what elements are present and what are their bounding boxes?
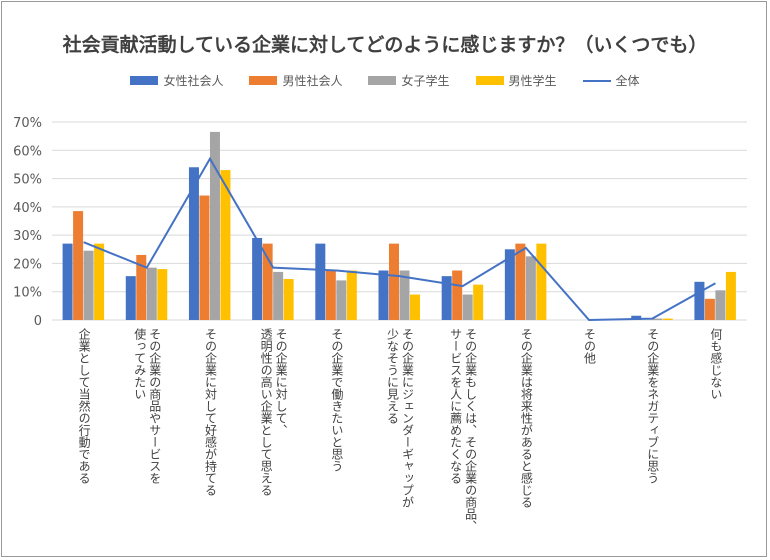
y-tick-label: 40%: [13, 201, 42, 216]
legend: 女性社会人 男性社会人 女子学生 男性学生 全体: [0, 72, 770, 89]
bar-3-8: [525, 256, 536, 320]
bar-2-5: [325, 270, 336, 320]
category-label: その企業の商品やサービスを 使ってみたい: [132, 328, 162, 484]
legend-label: 女子学生: [401, 74, 450, 88]
legend-swatch: [475, 76, 504, 85]
legend-swatch: [582, 79, 611, 82]
bar-3-3: [209, 131, 220, 320]
category-label: その企業に対して好感が持てる: [203, 328, 218, 496]
bar-1-4: [252, 237, 263, 320]
legend-item: 全体: [582, 72, 640, 89]
legend-item: 男性社会人: [249, 72, 342, 89]
bar-4-8: [536, 243, 547, 320]
legend-label: 男性社会人: [282, 74, 343, 88]
bar-1-10: [631, 315, 642, 320]
bar-4-3: [220, 170, 231, 320]
legend-swatch: [249, 76, 278, 85]
bar-2-11: [704, 298, 715, 320]
bar-2-4: [262, 243, 273, 320]
y-tick-label: 10%: [13, 286, 42, 301]
legend-item: 女子学生: [368, 72, 450, 89]
legend-swatch: [368, 76, 397, 85]
y-tick-label: 50%: [13, 173, 42, 188]
bar-1-6: [378, 270, 389, 320]
bar-2-3: [199, 195, 210, 320]
y-tick-label: 0: [34, 314, 42, 329]
bar-4-10: [662, 318, 673, 320]
bar-4-5: [346, 270, 357, 320]
legend-item: 男性学生: [475, 72, 557, 89]
category-label: その企業は将来性があると感じる: [519, 328, 534, 508]
bar-2-8: [515, 243, 526, 320]
bar-4-2: [157, 269, 168, 320]
y-tick-label: 70%: [13, 116, 42, 131]
bar-1-1: [62, 243, 73, 320]
bar-2-1: [73, 211, 84, 320]
bar-4-4: [283, 278, 294, 320]
bar-3-5: [336, 280, 347, 320]
legend-label: 女性社会人: [163, 74, 224, 88]
bar-3-6: [399, 270, 410, 320]
category-label: その企業をネガティブに思う: [645, 328, 660, 484]
bar-3-10: [652, 318, 663, 320]
category-label: その企業もしくは、その企業の商品、 サービスを人に薦めたくなる: [448, 328, 478, 532]
bar-1-11: [694, 281, 705, 320]
legend-swatch: [130, 76, 159, 85]
bar-2-6: [389, 243, 399, 320]
bar-2-2: [136, 254, 147, 320]
bar-1-3: [188, 167, 199, 320]
y-tick-label: 60%: [13, 144, 42, 159]
legend-label: 男性学生: [508, 74, 557, 88]
bar-3-11: [715, 290, 726, 320]
category-label: 企業として当然の行動である: [77, 328, 92, 484]
category-label: その企業に対して、 透明性の高い企業として思える: [259, 328, 289, 496]
bar-3-2: [146, 267, 157, 320]
bar-4-11: [725, 271, 736, 320]
legend-label: 全体: [615, 74, 640, 88]
chart-title: 社会貢献活動している企業に対してどのように感じますか？（いくつでも）: [62, 34, 708, 56]
bar-4-1: [94, 243, 105, 320]
y-tick-label: 30%: [13, 229, 42, 244]
bar-1-2: [125, 276, 136, 320]
bar-1-5: [315, 243, 326, 320]
category-label: 何も感じない: [708, 328, 723, 400]
legend-item: 女性社会人: [130, 72, 223, 89]
y-tick-label: 20%: [13, 257, 42, 272]
bar-2-7: [452, 270, 463, 320]
bar-3-1: [83, 250, 94, 320]
bar-3-7: [462, 294, 473, 320]
line-total: [83, 156, 716, 322]
category-label: その企業で働きたいと思う: [329, 328, 344, 472]
bar-3-4: [273, 271, 284, 320]
category-label: その他: [582, 328, 597, 364]
bar-4-6: [410, 294, 420, 320]
bar-1-7: [441, 276, 452, 320]
bar-1-8: [504, 249, 515, 320]
bar-4-7: [473, 284, 484, 320]
category-label: その企業にジェンダーギャップが 少なそうに見える: [385, 328, 415, 508]
